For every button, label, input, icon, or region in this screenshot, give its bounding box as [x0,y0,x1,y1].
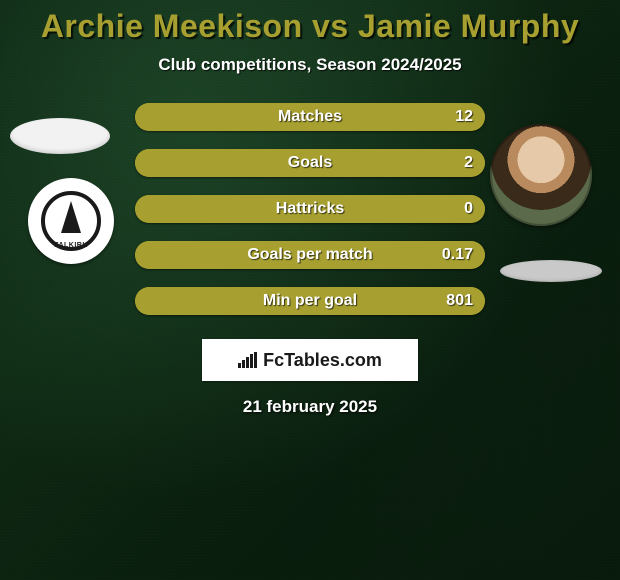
left-club-badge: FALKIRK [28,178,114,264]
stat-row-goals: Goals 2 [135,149,485,177]
stat-label: Hattricks [276,200,344,218]
stat-label: Min per goal [263,292,357,310]
stat-value: 801 [446,292,473,310]
stat-row-hattricks: Hattricks 0 [135,195,485,223]
brand-text: FcTables.com [263,350,382,371]
page-title: Archie Meekison vs Jamie Murphy [0,8,620,45]
stat-label: Goals [288,154,332,172]
right-club-placeholder [500,260,602,282]
stat-label: Matches [278,108,342,126]
stat-row-matches: Matches 12 [135,103,485,131]
graphic-container: Archie Meekison vs Jamie Murphy Club com… [0,0,620,580]
stat-label: Goals per match [247,246,372,264]
stat-row-mpg: Min per goal 801 [135,287,485,315]
stat-value: 0.17 [442,246,473,264]
brand-bars-icon [238,352,257,368]
right-player-avatar [490,124,592,226]
stats-list: Matches 12 Goals 2 Hattricks 0 Goals per… [135,103,485,315]
club-badge-ring: FALKIRK [41,191,101,251]
subtitle: Club competitions, Season 2024/2025 [0,55,620,75]
stat-value: 12 [455,108,473,126]
brand-box: FcTables.com [202,339,418,381]
date-text: 21 february 2025 [0,397,620,417]
stat-value: 2 [464,154,473,172]
club-name-text: FALKIRK [54,242,88,249]
left-player-placeholder [10,118,110,154]
club-spire-icon [61,201,81,233]
stat-value: 0 [464,200,473,218]
stat-row-gpm: Goals per match 0.17 [135,241,485,269]
